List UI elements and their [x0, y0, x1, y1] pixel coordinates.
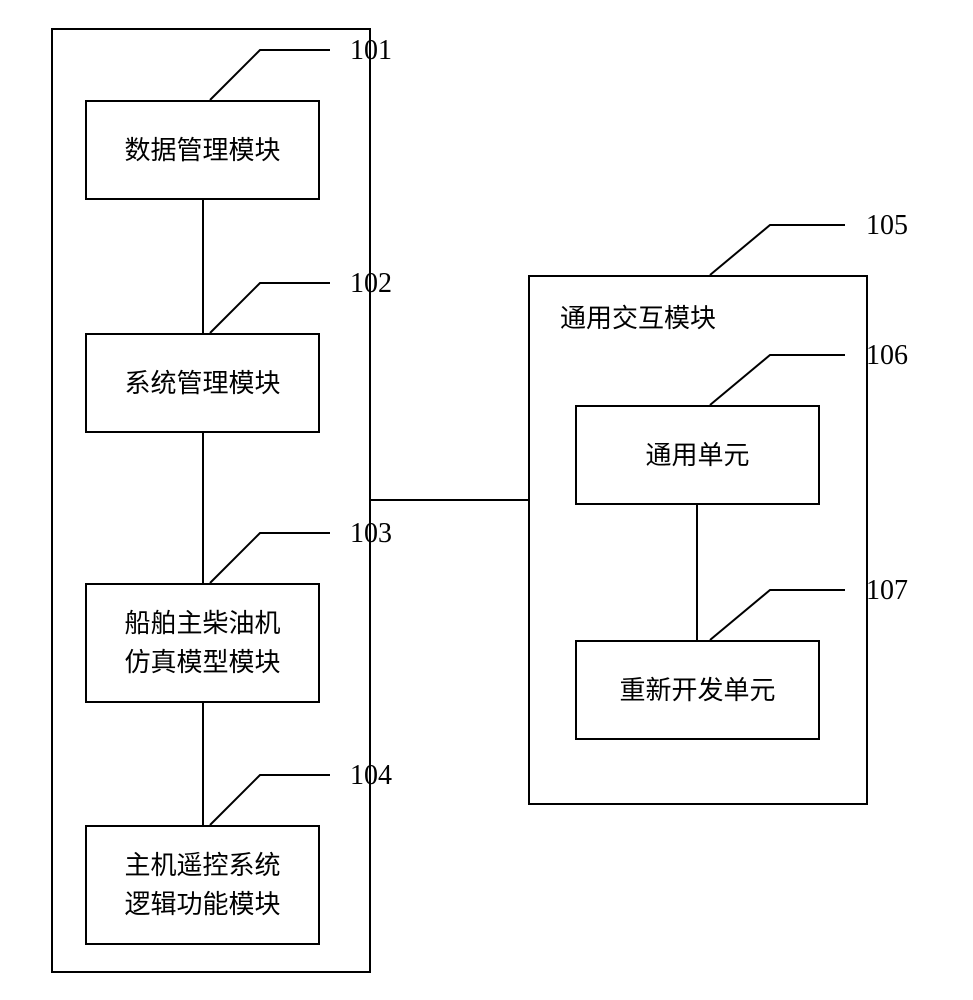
- box-102-label: 系统管理模块: [119, 359, 285, 408]
- box-104-label: 主机遥控系统 逻辑功能模块: [119, 841, 285, 929]
- number-105: 105: [866, 210, 908, 242]
- number-107: 107: [866, 575, 908, 607]
- box-102-system-management: 系统管理模块: [85, 333, 320, 433]
- connector-106-107: [696, 505, 698, 640]
- box-103-label: 船舶主柴油机 仿真模型模块: [119, 599, 285, 687]
- box-107-redevelop-unit: 重新开发单元: [575, 640, 820, 740]
- box-106-label: 通用单元: [640, 431, 754, 480]
- number-102: 102: [350, 268, 392, 300]
- number-106: 106: [866, 340, 908, 372]
- connector-102-103: [202, 433, 204, 583]
- connector-left-right: [371, 499, 528, 501]
- number-101: 101: [350, 35, 392, 67]
- box-104-remote-control-logic: 主机遥控系统 逻辑功能模块: [85, 825, 320, 945]
- box-101-label: 数据管理模块: [119, 126, 285, 175]
- connector-103-104: [202, 703, 204, 825]
- box-103-simulation-model: 船舶主柴油机 仿真模型模块: [85, 583, 320, 703]
- box-106-general-unit: 通用单元: [575, 405, 820, 505]
- box-107-label: 重新开发单元: [614, 666, 780, 715]
- connector-101-102: [202, 200, 204, 333]
- number-104: 104: [350, 760, 392, 792]
- number-103: 103: [350, 518, 392, 550]
- right-container-title: 通用交互模块: [560, 298, 716, 335]
- diagram-container: 通用交互模块 数据管理模块 101 系统管理模块 102 船舶主柴油机 仿真模型…: [0, 0, 973, 1000]
- box-101-data-management: 数据管理模块: [85, 100, 320, 200]
